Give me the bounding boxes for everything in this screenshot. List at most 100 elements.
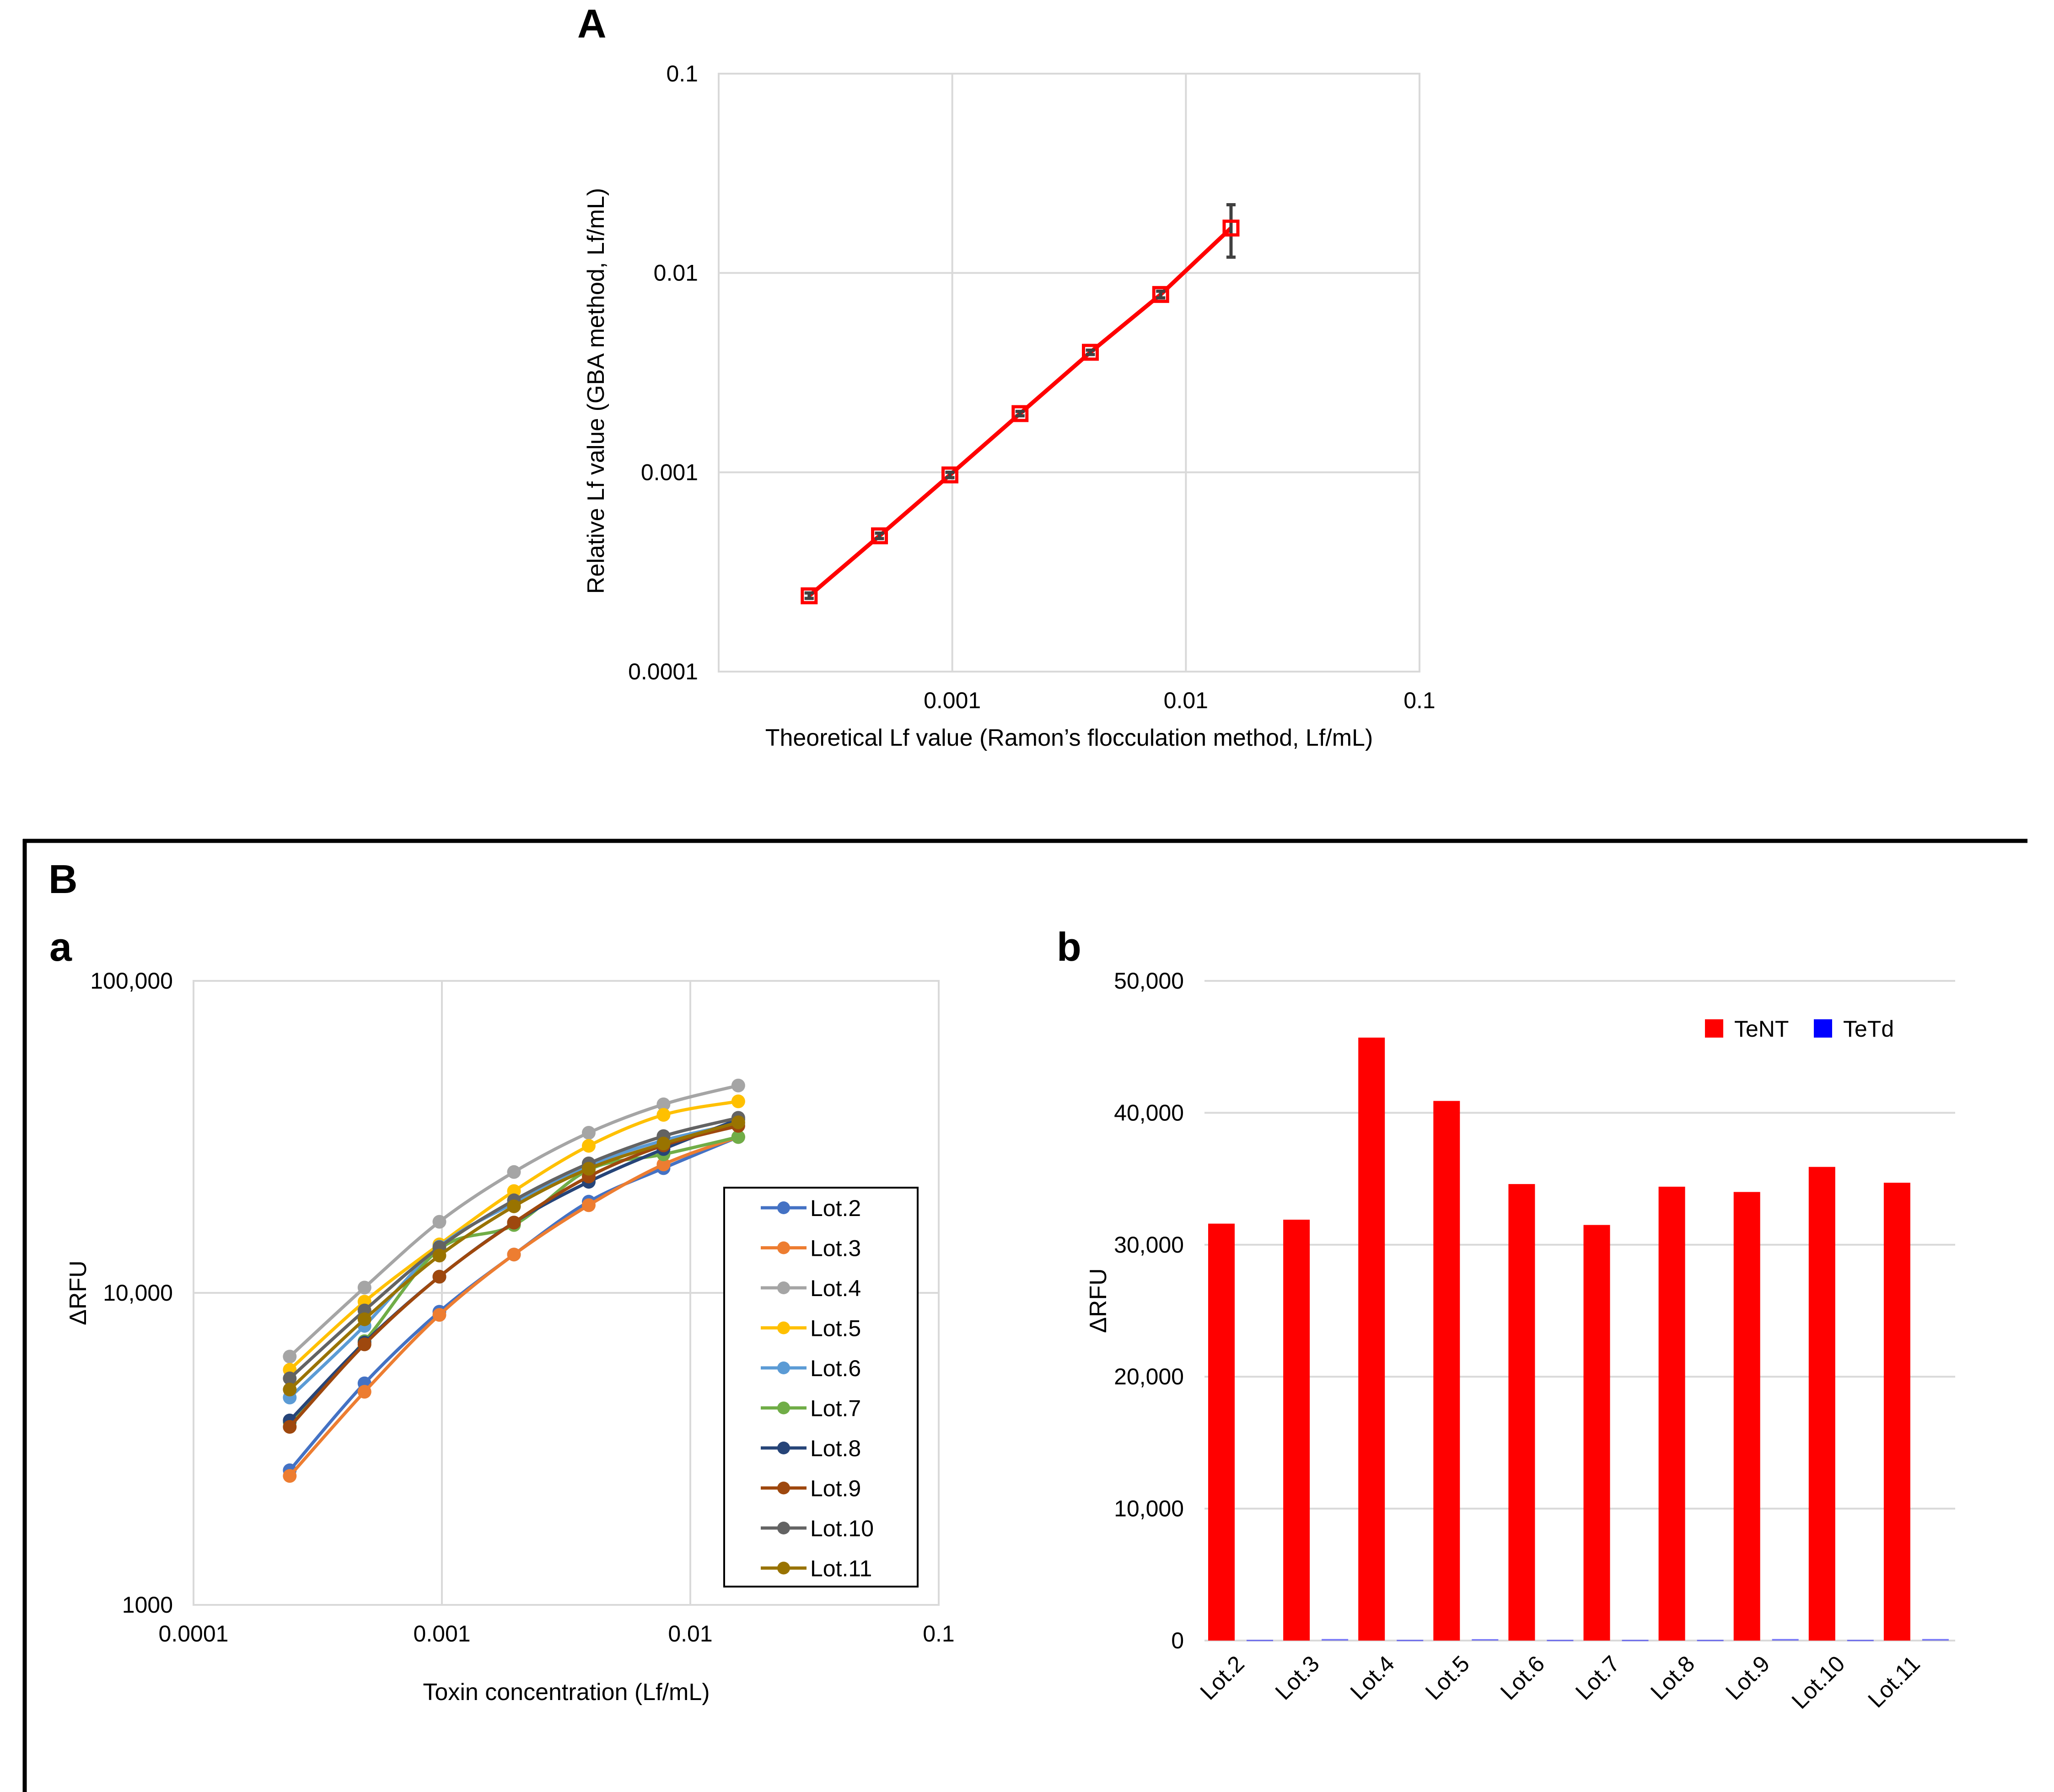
data-point <box>656 1136 671 1151</box>
x-tick-label: Lot.10 <box>1787 1651 1850 1714</box>
legend-marker <box>777 1401 790 1415</box>
legend-marker <box>777 1522 790 1534</box>
data-point <box>432 1270 446 1284</box>
legend-label: TeTd <box>1843 1016 1894 1042</box>
x-tick-label: Lot.5 <box>1420 1651 1474 1705</box>
legend-marker <box>777 1361 790 1374</box>
x-tick-label: Lot.4 <box>1345 1651 1399 1705</box>
y-tick-label: 0.01 <box>654 260 698 286</box>
bar-tent <box>1508 1184 1535 1641</box>
y-tick-label: 0.0001 <box>628 659 698 684</box>
y-tick-label: 0.1 <box>666 61 698 86</box>
legend-marker <box>777 1241 790 1254</box>
data-point <box>1011 405 1029 422</box>
y-tick-label: 30,000 <box>1114 1232 1184 1258</box>
data-point <box>283 1371 297 1385</box>
legend-box <box>723 1187 919 1588</box>
data-point <box>581 1125 596 1140</box>
x-tick-label: Lot.8 <box>1645 1651 1699 1705</box>
y-tick-label: 1000 <box>122 1592 173 1618</box>
data-point <box>731 1078 745 1092</box>
data-point <box>656 1157 671 1172</box>
bar-tetd <box>1847 1640 1874 1641</box>
legend-label: Lot.6 <box>810 1356 861 1381</box>
y-axis-label: Relative Lf value (GBA method, Lf/mL) <box>583 188 609 594</box>
data-point <box>507 1165 521 1179</box>
legend-label: Lot.4 <box>810 1275 861 1301</box>
legend-label: Lot.7 <box>810 1396 861 1421</box>
data-point <box>941 466 959 484</box>
legend-label: Lot.8 <box>810 1436 861 1461</box>
panel-label-A: A <box>577 1 607 46</box>
data-point <box>507 1199 521 1213</box>
data-point <box>1152 286 1169 303</box>
data-point <box>283 1350 297 1364</box>
plot-area <box>193 980 940 1606</box>
data-point <box>357 1337 371 1351</box>
data-point <box>1222 220 1240 237</box>
x-tick-label: 0.01 <box>668 1621 712 1647</box>
data-point <box>656 1097 671 1111</box>
series-line-lot-7 <box>288 1135 739 1424</box>
data-point <box>432 1308 446 1322</box>
legend-label: Lot.5 <box>810 1316 861 1341</box>
bar-tent <box>1283 1220 1310 1641</box>
x-tick-label: 0.001 <box>924 688 981 713</box>
legend-label: Lot.9 <box>810 1476 861 1501</box>
bar-tent <box>1658 1186 1685 1641</box>
x-tick-label: Lot.6 <box>1495 1651 1549 1705</box>
bar-tetd <box>1247 1640 1273 1641</box>
data-point <box>801 587 818 604</box>
bar-tent <box>1583 1225 1610 1641</box>
legend-marker <box>777 1321 790 1335</box>
legend-marker <box>777 1201 790 1214</box>
data-point <box>432 1215 446 1229</box>
y-tick-label: 0 <box>1171 1628 1184 1653</box>
bar-tent <box>1808 1167 1835 1641</box>
legend-label: Lot.10 <box>810 1516 874 1541</box>
panel-label-b: b <box>1057 924 1081 969</box>
bar-tent <box>1733 1192 1760 1641</box>
data-point <box>581 1198 596 1212</box>
chart-a-relative-lf: 0.001 0.01 0.1 0.0001 0.001 0.01 0.1 Theoretica… <box>583 61 1436 751</box>
data-point <box>581 1162 596 1176</box>
chart-ba-rfu-curves: 0.0001 0.001 0.01 0.1 1000 10,000 100,000 Toxin… <box>65 968 955 1706</box>
panel-label-B: B <box>48 856 78 902</box>
data-point <box>507 1216 521 1230</box>
x-tick-label: Lot.2 <box>1195 1651 1249 1705</box>
data-point <box>507 1248 521 1262</box>
y-tick-label: 10,000 <box>103 1280 173 1306</box>
data-point <box>283 1420 297 1434</box>
bar-tetd <box>1922 1639 1949 1641</box>
y-tick-label: 0.001 <box>641 459 698 485</box>
x-tick-label: Lot.9 <box>1721 1651 1774 1705</box>
y-tick-label: 20,000 <box>1114 1364 1184 1389</box>
bar-tent <box>1208 1223 1235 1641</box>
bar-tetd <box>1322 1639 1349 1641</box>
data-point <box>283 1383 297 1397</box>
legend-label: Lot.2 <box>810 1195 861 1221</box>
y-tick-label: 10,000 <box>1114 1496 1184 1522</box>
bar-tent <box>1883 1183 1910 1641</box>
data-point <box>283 1469 297 1483</box>
legend-marker <box>777 1481 790 1495</box>
data-point <box>581 1139 596 1153</box>
data-point <box>357 1281 371 1295</box>
y-axis-label: ΔRFU <box>1085 1268 1112 1333</box>
legend-label: Lot.3 <box>810 1236 861 1261</box>
legend-label: TeNT <box>1734 1016 1789 1042</box>
legend-swatch <box>1814 1019 1832 1038</box>
y-axis-label: ΔRFU <box>65 1260 91 1325</box>
y-tick-label: 50,000 <box>1114 968 1184 994</box>
x-tick-label: 0.1 <box>1403 688 1436 713</box>
x-axis-label: Toxin concentration (Lf/mL) <box>423 1679 710 1706</box>
legend-marker <box>777 1561 790 1575</box>
x-tick-label: Lot.11 <box>1863 1651 1925 1712</box>
bar-tetd <box>1472 1639 1499 1641</box>
legend-swatch <box>1705 1019 1723 1038</box>
x-tick-label: 0.01 <box>1164 688 1208 713</box>
y-tick-label: 40,000 <box>1114 1100 1184 1125</box>
bar-tetd <box>1547 1640 1574 1641</box>
data-point <box>656 1108 671 1122</box>
